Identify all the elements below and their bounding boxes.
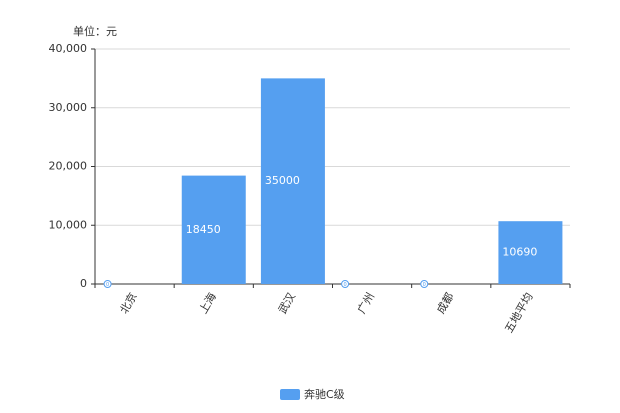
y-tick-label: 10,000 xyxy=(49,218,88,231)
bar xyxy=(498,221,563,284)
x-tick-label: 五地平均 xyxy=(502,291,535,336)
value-label: 18450 xyxy=(186,223,221,236)
x-tick-label: 上海 xyxy=(196,290,219,316)
x-tick-label: 成都 xyxy=(434,291,456,317)
bar xyxy=(181,175,246,284)
y-tick-label: 40,000 xyxy=(49,42,88,55)
zero-marker xyxy=(103,280,112,288)
bar xyxy=(260,78,325,284)
y-tick-label: 20,000 xyxy=(49,160,88,173)
value-label: 35000 xyxy=(265,174,300,187)
x-tick-label: 武汉 xyxy=(276,291,298,317)
zero-marker xyxy=(341,280,350,288)
legend-label: 奔驰C级 xyxy=(304,387,345,401)
x-tick-label: 北京 xyxy=(117,290,140,316)
legend-swatch xyxy=(280,389,300,400)
zero-marker xyxy=(420,280,429,288)
y-tick-label: 30,000 xyxy=(49,101,88,114)
y-tick-label: 0 xyxy=(80,277,87,290)
value-label: 0 xyxy=(343,282,346,288)
value-label: 0 xyxy=(423,282,426,288)
value-label: 0 xyxy=(106,282,109,288)
unit-label: 单位：元 xyxy=(73,24,117,38)
value-label: 10690 xyxy=(502,246,537,259)
x-tick-label: 广州 xyxy=(355,291,377,317)
